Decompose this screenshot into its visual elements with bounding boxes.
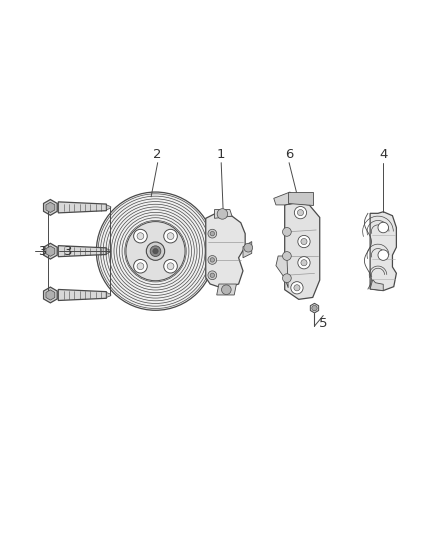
Circle shape [96, 192, 215, 310]
Polygon shape [43, 243, 57, 259]
Polygon shape [46, 246, 55, 256]
Circle shape [134, 260, 147, 273]
Text: 4: 4 [379, 148, 388, 161]
Polygon shape [43, 199, 57, 215]
Polygon shape [106, 293, 111, 297]
Text: 3: 3 [38, 245, 46, 257]
Circle shape [244, 243, 253, 252]
Circle shape [210, 258, 215, 262]
Polygon shape [274, 192, 297, 205]
Circle shape [150, 246, 161, 256]
Text: 3: 3 [64, 245, 72, 257]
Circle shape [210, 273, 215, 278]
Polygon shape [46, 290, 55, 300]
Polygon shape [285, 203, 320, 300]
Circle shape [283, 274, 291, 282]
Polygon shape [43, 287, 57, 303]
Polygon shape [58, 202, 106, 213]
Circle shape [301, 238, 307, 245]
Circle shape [378, 250, 389, 260]
Circle shape [312, 305, 317, 311]
Circle shape [208, 271, 217, 280]
Text: 5: 5 [319, 317, 328, 330]
Circle shape [98, 194, 213, 309]
Circle shape [153, 248, 158, 254]
Circle shape [291, 281, 303, 294]
Polygon shape [58, 246, 106, 257]
Circle shape [294, 285, 300, 291]
Circle shape [208, 229, 217, 238]
Circle shape [167, 233, 174, 239]
Circle shape [137, 263, 144, 270]
Text: 6: 6 [285, 148, 293, 161]
Polygon shape [106, 205, 111, 210]
Circle shape [283, 252, 291, 260]
Circle shape [146, 242, 165, 260]
Circle shape [210, 231, 215, 236]
Polygon shape [310, 303, 319, 313]
Polygon shape [288, 192, 313, 205]
Polygon shape [206, 214, 245, 288]
Polygon shape [217, 284, 237, 295]
Circle shape [208, 255, 217, 264]
Polygon shape [370, 212, 396, 290]
Text: 1: 1 [217, 148, 226, 161]
Polygon shape [46, 202, 55, 213]
Circle shape [294, 206, 307, 219]
Circle shape [298, 236, 310, 248]
Polygon shape [215, 209, 232, 219]
Circle shape [283, 228, 291, 236]
Polygon shape [243, 241, 252, 258]
Circle shape [164, 229, 177, 243]
Circle shape [298, 256, 310, 269]
Circle shape [217, 209, 228, 219]
Polygon shape [58, 289, 106, 301]
Polygon shape [370, 279, 383, 290]
Circle shape [137, 233, 144, 239]
Circle shape [378, 222, 389, 233]
Circle shape [222, 285, 231, 295]
Polygon shape [276, 256, 288, 288]
Polygon shape [106, 249, 111, 254]
Text: 2: 2 [153, 148, 162, 161]
Circle shape [134, 229, 147, 243]
Circle shape [297, 209, 304, 216]
Circle shape [167, 263, 174, 270]
Circle shape [164, 260, 177, 273]
Circle shape [126, 222, 185, 281]
Circle shape [301, 260, 307, 266]
